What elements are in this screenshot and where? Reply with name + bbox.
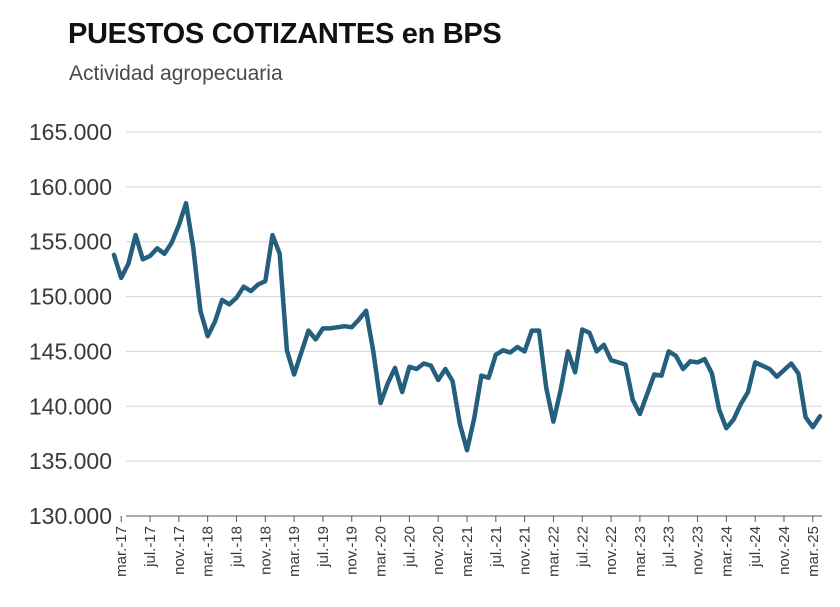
series-layer <box>111 201 823 453</box>
x-tick-label: jul.-21 <box>488 526 505 568</box>
x-tick-label: nov.-20 <box>430 526 447 575</box>
y-tick-label: 140.000 <box>29 393 112 419</box>
x-tick-label: mar.-22 <box>545 526 562 577</box>
chart-subtitle: Actividad agropecuaria <box>69 62 283 85</box>
y-tick-label: 160.000 <box>29 174 112 200</box>
x-tick-label: nov.-19 <box>344 526 361 575</box>
x-tick-label: nov.-18 <box>257 526 274 575</box>
y-tick-label: 155.000 <box>29 229 112 255</box>
x-tick-label: jul.-23 <box>661 526 678 568</box>
x-tick-label: jul.-24 <box>747 526 764 568</box>
x-tick-label: jul.-17 <box>142 526 159 568</box>
y-tick-label: 130.000 <box>29 503 112 529</box>
y-tick-label: 145.000 <box>29 338 112 364</box>
x-tick-label: nov.-23 <box>690 526 707 575</box>
x-tick-label: jul.-19 <box>315 526 332 568</box>
x-tick-label: jul.-20 <box>401 526 418 568</box>
x-tick-label: jul.-22 <box>574 526 591 568</box>
x-tick-label: mar.-21 <box>459 526 476 577</box>
x-tick-label: nov.-21 <box>517 526 534 575</box>
x-tick-label: mar.-19 <box>286 526 303 577</box>
x-tick-label: mar.-25 <box>805 526 822 577</box>
series-line <box>111 201 823 453</box>
y-tick-label: 135.000 <box>29 448 112 474</box>
x-tick-label: mar.-18 <box>200 526 217 577</box>
x-tick-label: mar.-17 <box>113 526 130 577</box>
x-tick-label: nov.-17 <box>171 526 188 575</box>
x-tick-label: nov.-24 <box>776 526 793 575</box>
x-tick-label: mar.-20 <box>373 526 390 577</box>
x-tick-label: jul.-18 <box>228 526 245 568</box>
x-tick-label: nov.-22 <box>603 526 620 575</box>
y-tick-label: 165.000 <box>29 119 112 145</box>
x-tick-label: mar.-23 <box>632 526 649 577</box>
x-axis: mar.-17 jul.-17 nov.-17 mar.-18 jul.-18 nov.-… <box>113 515 822 577</box>
y-axis: 130.000 135.000 140.000 145.000 150.000 155.0… <box>29 119 112 529</box>
chart-title: PUESTOS COTIZANTES en BPS <box>68 18 502 50</box>
y-tick-label: 150.000 <box>29 284 112 310</box>
x-tick-label: mar.-24 <box>718 526 735 577</box>
